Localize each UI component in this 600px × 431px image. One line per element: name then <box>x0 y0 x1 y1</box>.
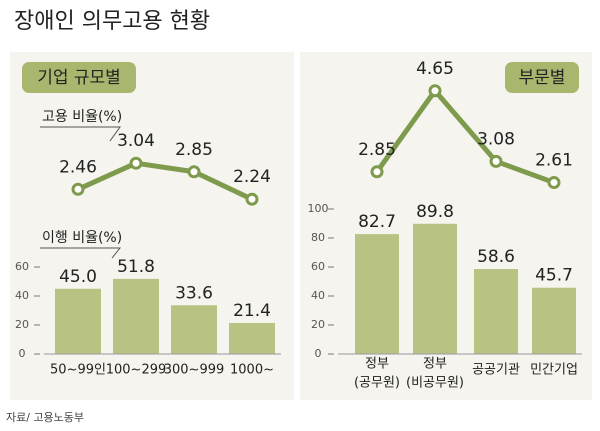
y-tick-label: 20 <box>15 318 29 331</box>
x-tick-label: 정부 <box>365 357 389 372</box>
line <box>374 88 555 185</box>
y-tick-label: 0 <box>19 347 26 360</box>
bar-value: 33.6 <box>175 283 213 303</box>
source: 자료/ 고용노동부 <box>6 411 84 424</box>
bar-value: 51.8 <box>117 257 155 277</box>
bar-value: 89.8 <box>416 202 454 222</box>
bar-value: 45.7 <box>535 266 573 286</box>
bar <box>355 234 399 354</box>
marker <box>547 176 561 190</box>
line-value: 3.04 <box>117 131 155 151</box>
x-tick-label: 50~99인 <box>50 363 106 378</box>
line-value: 2.46 <box>59 157 97 177</box>
line-value: 2.61 <box>535 151 573 171</box>
callout <box>40 247 122 259</box>
bar <box>474 269 518 354</box>
bar <box>413 223 457 354</box>
marker <box>370 165 384 179</box>
marker <box>129 156 143 170</box>
panel-title: 부문별 <box>519 68 566 88</box>
y-tick-label: 100 <box>308 202 329 215</box>
bar <box>55 288 101 354</box>
marker <box>428 84 442 98</box>
y-tick-label: 0 <box>315 347 322 360</box>
marker <box>71 182 85 196</box>
series-label: 고용 비율(%) <box>42 109 122 125</box>
bar-value: 82.7 <box>358 212 396 232</box>
x-tick-label: (비공무원) <box>406 376 464 391</box>
line-value: 2.24 <box>233 167 271 187</box>
tab <box>505 62 579 93</box>
marker <box>245 192 259 206</box>
x-tick-label: 300~999 <box>164 363 225 378</box>
x-tick-label: 정부 <box>423 357 447 372</box>
x-tick-label: 1000~ <box>230 363 274 378</box>
x-tick-label: 100~299 <box>106 363 167 378</box>
x-tick-label: 공공기관 <box>472 363 520 378</box>
line-value: 2.85 <box>175 140 213 160</box>
x-tick-label: (공무원) <box>354 376 400 391</box>
bar <box>229 322 275 354</box>
callout <box>40 126 121 142</box>
y-tick-label: 20 <box>311 318 325 331</box>
y-tick-label: 40 <box>15 289 29 302</box>
x-tick-label: 민간기업 <box>530 363 578 378</box>
bar-value: 21.4 <box>233 301 271 321</box>
line-value: 3.08 <box>477 129 515 149</box>
marker <box>489 154 503 168</box>
bar-value: 58.6 <box>477 247 515 267</box>
line <box>76 160 254 202</box>
y-tick-label: 60 <box>15 260 29 273</box>
line-value: 2.85 <box>358 140 396 160</box>
y-tick-label: 80 <box>311 231 325 244</box>
line-value: 4.65 <box>416 59 454 79</box>
title: 장애인 의무고용 현황 <box>14 9 210 34</box>
y-tick-label: 40 <box>311 289 325 302</box>
tab <box>22 62 136 93</box>
bar <box>532 287 576 354</box>
y-tick-label: 60 <box>311 260 325 273</box>
bar <box>171 305 217 354</box>
series-label: 이행 비율(%) <box>42 230 122 246</box>
marker <box>187 165 201 179</box>
bar-value: 45.0 <box>59 267 97 287</box>
panel-title: 기업 규모별 <box>37 68 121 88</box>
bar <box>113 278 159 354</box>
